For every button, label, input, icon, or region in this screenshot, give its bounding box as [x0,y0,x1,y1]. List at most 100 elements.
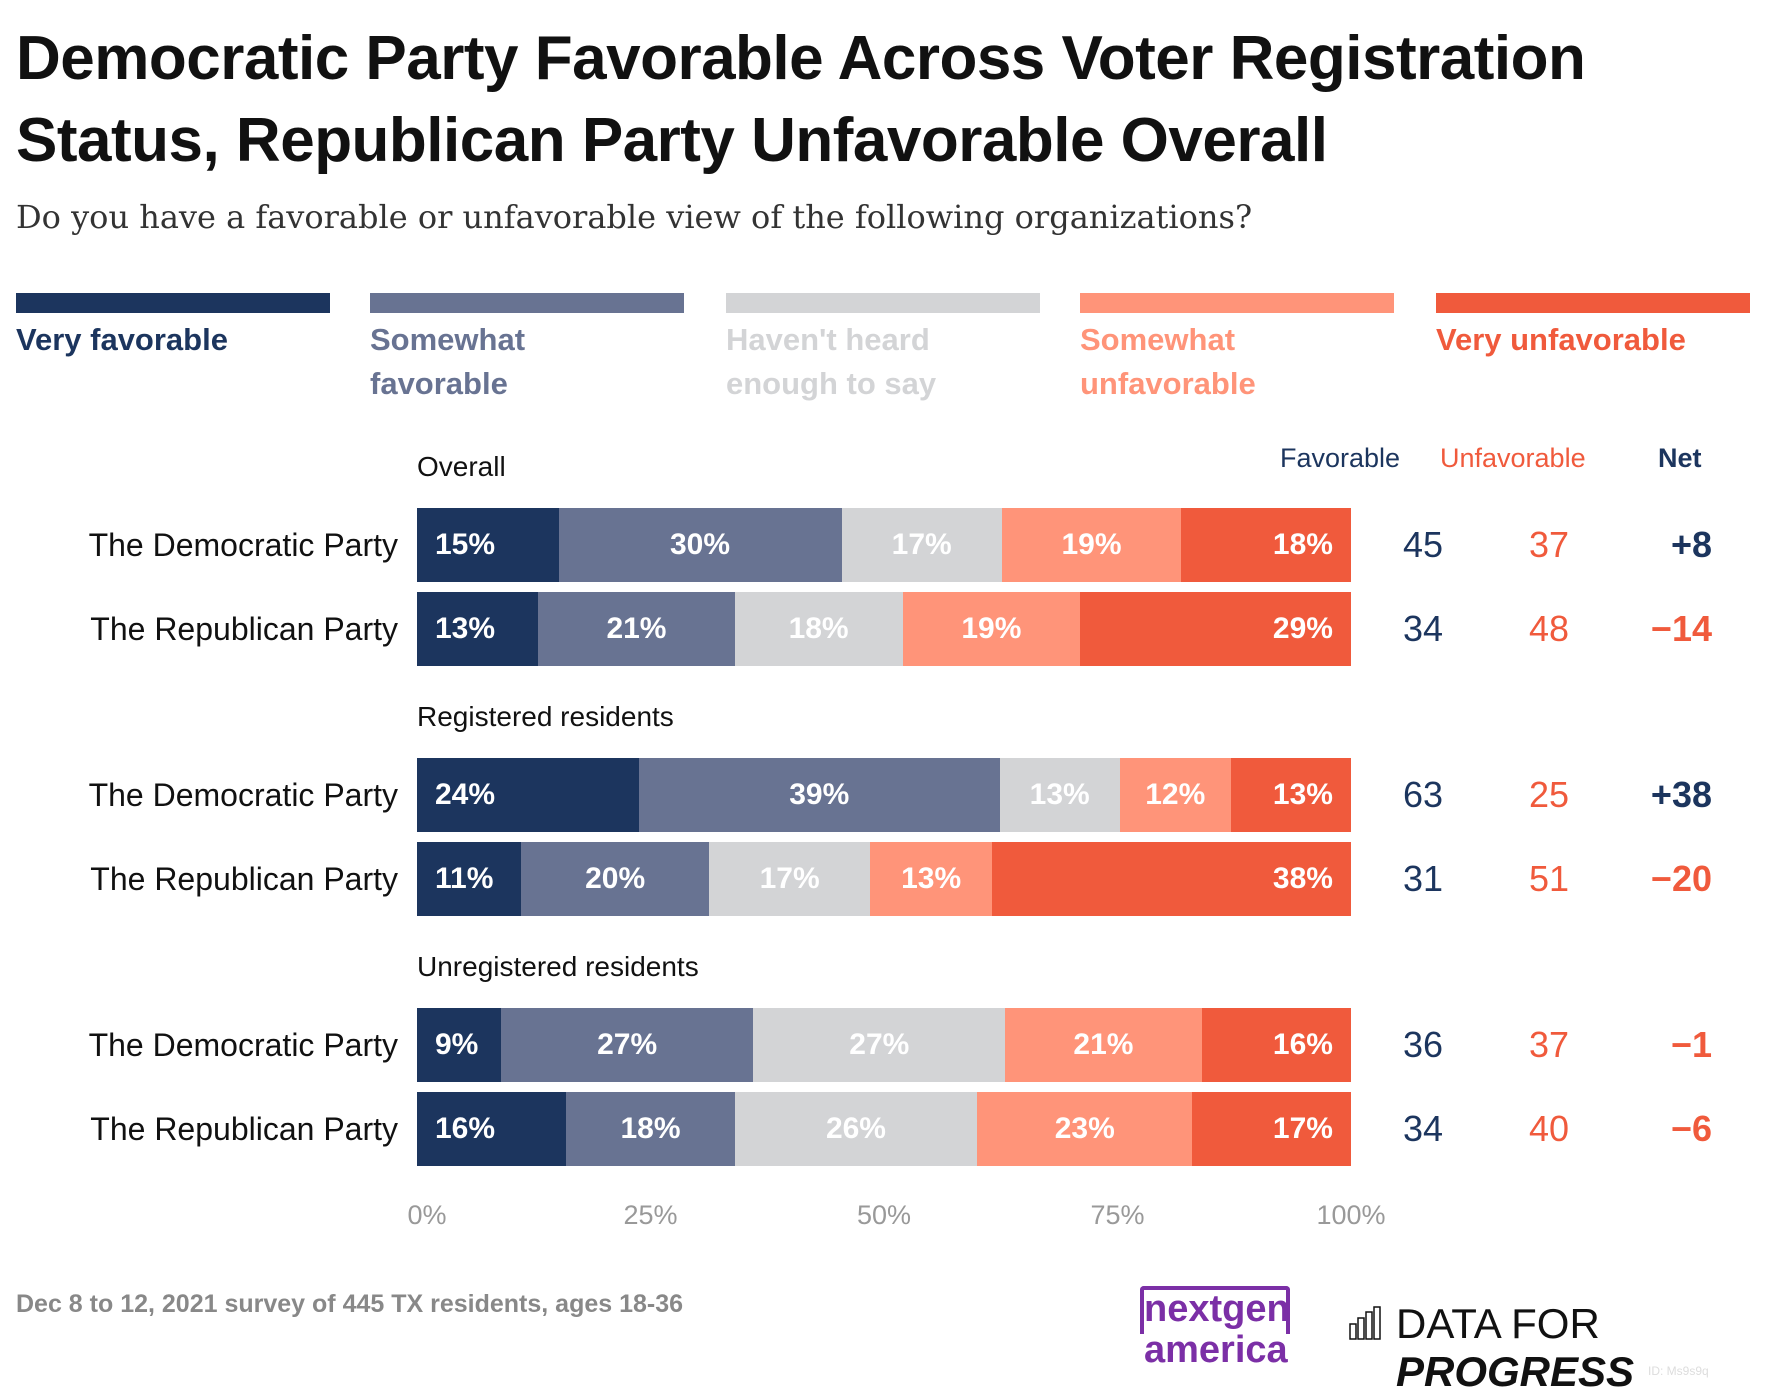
bar-segment: 18% [734,592,903,666]
favorable-value: 63 [1402,774,1444,815]
segment-label: 21% [606,612,667,645]
net-value: −14 [1650,608,1712,649]
legend-label: Very favorable [16,318,336,362]
favorable-value: 36 [1402,1024,1444,1065]
row-label: The Republican Party [90,1111,398,1147]
bar-segment: 21% [1005,1008,1202,1082]
net-value: −6 [1670,1108,1712,1149]
nextgen-logo-text: nextgen [1144,1288,1290,1330]
legend-swatch [1436,293,1750,313]
america-logo-text: america [1144,1329,1288,1371]
stacked-bar: 16% 18% 26% 23% 17% [417,1092,1351,1166]
segment-label: 19% [961,612,1022,645]
legend-swatch [726,293,1040,313]
segment-label: 18% [788,612,849,645]
nextgen-logo-frame [1140,1286,1290,1334]
bar-segment: 11% [417,842,521,916]
favorable-value: 34 [1402,608,1444,649]
bar-segment: 9% [417,1008,502,1082]
segment-label: 24% [435,778,496,811]
x-tick-label: 75% [1090,1200,1145,1230]
unfavorable-value: 40 [1528,1108,1570,1149]
legend-label: Somewhat favorable [370,318,690,406]
segment-label: 21% [1073,1028,1134,1061]
bar-segment: 17% [841,508,1002,582]
row-label: The Democratic Party [88,777,398,813]
segment-label: 17% [1272,1112,1333,1145]
bar-segment: 27% [753,1008,1006,1082]
group-label: Registered residents [417,701,674,732]
net-value: −20 [1650,858,1712,899]
legend-label-line: Very unfavorable [1436,322,1686,357]
unfavorable-value: 51 [1528,858,1570,899]
segment-label: 38% [1272,862,1333,895]
group-label: Unregistered residents [417,951,699,982]
survey-footnote: Dec 8 to 12, 2021 survey of 445 TX resid… [16,1290,684,1318]
legend-label-line: enough to say [726,366,937,401]
stacked-bar: 11% 20% 17% 13% 38% [417,842,1351,916]
segment-label: 18% [620,1112,681,1145]
favorable-value: 31 [1402,858,1444,899]
legend-label: Somewhat unfavorable [1080,318,1400,406]
stacked-bar: 9% 27% 27% 21% 16% [417,1008,1351,1082]
x-tick-label: 100% [1316,1200,1386,1230]
segment-label: 17% [891,528,952,561]
x-tick-label: 25% [623,1200,678,1230]
row-label: The Republican Party [90,861,398,897]
bar-chart-logo-icon [1349,1306,1381,1340]
x-tick-label: 50% [856,1200,912,1230]
segment-label: 20% [585,862,646,895]
bar-segment: 13% [417,592,539,666]
segment-label: 12% [1145,778,1206,811]
segment-label: 17% [759,862,820,895]
bar-segment: 13% [869,842,993,916]
bar-segment: 24% [417,758,639,832]
segment-label: 9% [435,1028,479,1061]
legend-label-line: Haven't heard [726,322,930,357]
bar-segment: 18% [566,1092,735,1166]
bar-segment: 30% [558,508,842,582]
unfavorable-value: 25 [1528,774,1570,815]
legend-label: Very unfavorable [1436,318,1756,362]
legend-label-line: Somewhat [1080,322,1236,357]
segment-label: 30% [669,528,731,561]
segment-label: 18% [1272,528,1333,561]
row-label: The Republican Party [90,611,398,647]
net-value: +38 [1650,774,1712,815]
legend-swatch [370,293,684,313]
bar-segment: 38% [992,842,1351,916]
stacked-bar: 13% 21% 18% 19% 29% [417,592,1351,666]
segment-label: 15% [435,528,496,561]
chart-id: ID: Ms9s9q [1648,1364,1709,1378]
segment-label: 16% [435,1112,496,1145]
segment-label: 13% [435,612,496,645]
chart-subtitle: Do you have a favorable or unfavorable v… [16,198,1253,236]
segment-label: 13% [1272,778,1333,811]
unfavorable-value: 37 [1528,524,1570,565]
unfavorable-value: 48 [1528,608,1570,649]
bar-segment: 18% [1181,508,1351,582]
favorable-value: 34 [1402,1108,1444,1149]
favorable-value: 45 [1402,524,1444,565]
legend-label-line: unfavorable [1080,366,1256,401]
legend-label-line: Somewhat [370,322,526,357]
bar-segment: 23% [977,1092,1193,1166]
segment-label: 27% [849,1028,910,1061]
net-header: Net [1658,443,1702,473]
bar-segment: 27% [501,1008,754,1082]
segment-label: 27% [597,1028,658,1061]
bar-segment: 29% [1080,592,1351,666]
legend-label: Haven't heard enough to say [726,318,1046,406]
row-label: The Democratic Party [88,527,398,563]
favorable-header: Favorable [1280,443,1401,473]
group-label: Overall [417,451,506,482]
chart-title: Democratic Party Favorable Across Voter … [16,24,1586,175]
segment-label: 19% [1061,528,1122,561]
stacked-bar: 15% 30% 17% 19% 18% [417,508,1351,582]
unfavorable-header: Unfavorable [1440,443,1586,473]
segment-label: 39% [789,778,850,811]
bar-segment: 20% [520,842,710,916]
bar-segment: 17% [1192,1092,1351,1166]
bar-segment: 13% [1230,758,1351,832]
bar-segment: 26% [734,1092,978,1166]
